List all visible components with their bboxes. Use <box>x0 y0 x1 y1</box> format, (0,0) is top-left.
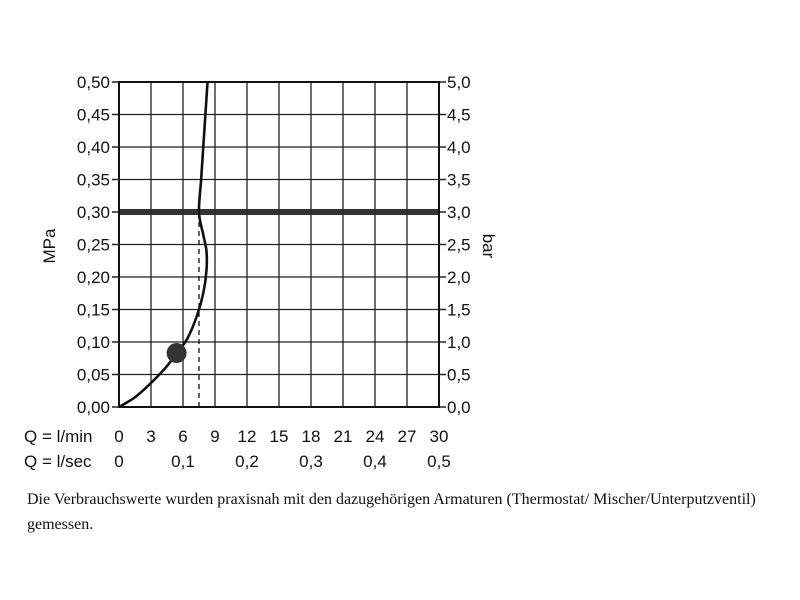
right-tick-label: 0,0 <box>447 398 471 417</box>
x-tick-label-lsec: 0,4 <box>363 452 387 471</box>
left-tick-label: 0,00 <box>77 398 110 417</box>
x-tick-label-lmin: 0 <box>114 427 123 446</box>
left-tick-label: 0,05 <box>77 366 110 385</box>
x-axis-title-lmin: Q = l/min <box>24 427 93 446</box>
left-tick-label: 0,45 <box>77 106 110 125</box>
x-tick-label-lmin: 21 <box>334 427 353 446</box>
right-tick-label: 0,5 <box>447 366 471 385</box>
chart-grid <box>119 82 439 407</box>
right-tick-label: 3,5 <box>447 171 471 190</box>
right-tick-label: 4,0 <box>447 138 471 157</box>
left-tick-label: 0,50 <box>77 73 110 92</box>
operating-point-marker <box>166 343 187 364</box>
x-tick-label-lmin: 15 <box>270 427 289 446</box>
x-tick-label-lsec: 0,2 <box>235 452 259 471</box>
left-axis-title: MPa <box>40 228 59 264</box>
right-tick-label: 1,5 <box>447 301 471 320</box>
plot-frame <box>118 81 440 408</box>
left-tick-label: 0,40 <box>77 138 110 157</box>
x-tick-label-lsec: 0,3 <box>299 452 323 471</box>
x-tick-label-lmin: 27 <box>398 427 417 446</box>
right-tick-label: 3,0 <box>447 203 471 222</box>
right-tick-label: 5,0 <box>447 73 471 92</box>
chart-series <box>118 81 439 409</box>
chart-frame <box>112 81 446 408</box>
x-tick-label-lmin: 9 <box>210 427 219 446</box>
left-tick-label: 0,20 <box>77 268 110 287</box>
left-tick-label: 0,10 <box>77 333 110 352</box>
right-tick-label: 1,0 <box>447 333 471 352</box>
left-tick-label: 0,25 <box>77 236 110 255</box>
x-tick-label-lsec: 0,5 <box>427 452 451 471</box>
x-tick-label-lsec: 0,1 <box>171 452 195 471</box>
x-tick-label-lmin: 12 <box>238 427 257 446</box>
flow-pressure-chart: 0,000,050,100,150,200,250,300,350,400,45… <box>24 73 498 471</box>
x-tick-label-lmin: 18 <box>302 427 321 446</box>
series-line <box>118 81 209 409</box>
right-tick-label: 2,5 <box>447 236 471 255</box>
consumption-note: Die Verbrauchswerte wurden praxisnah mit… <box>27 491 756 533</box>
x-tick-label-lmin: 3 <box>146 427 155 446</box>
right-axis-title: bar <box>479 234 498 259</box>
chart-labels: 0,000,050,100,150,200,250,300,350,400,45… <box>24 73 498 471</box>
x-axis-title-lsec: Q = l/sec <box>24 452 92 471</box>
right-tick-label: 4,5 <box>447 106 471 125</box>
right-tick-label: 2,0 <box>447 268 471 287</box>
left-tick-label: 0,30 <box>77 203 110 222</box>
left-tick-label: 0,15 <box>77 301 110 320</box>
x-tick-label-lsec: 0 <box>114 452 123 471</box>
x-tick-label-lmin: 30 <box>430 427 449 446</box>
left-tick-label: 0,35 <box>77 171 110 190</box>
x-tick-label-lmin: 6 <box>178 427 187 446</box>
x-tick-label-lmin: 24 <box>366 427 385 446</box>
